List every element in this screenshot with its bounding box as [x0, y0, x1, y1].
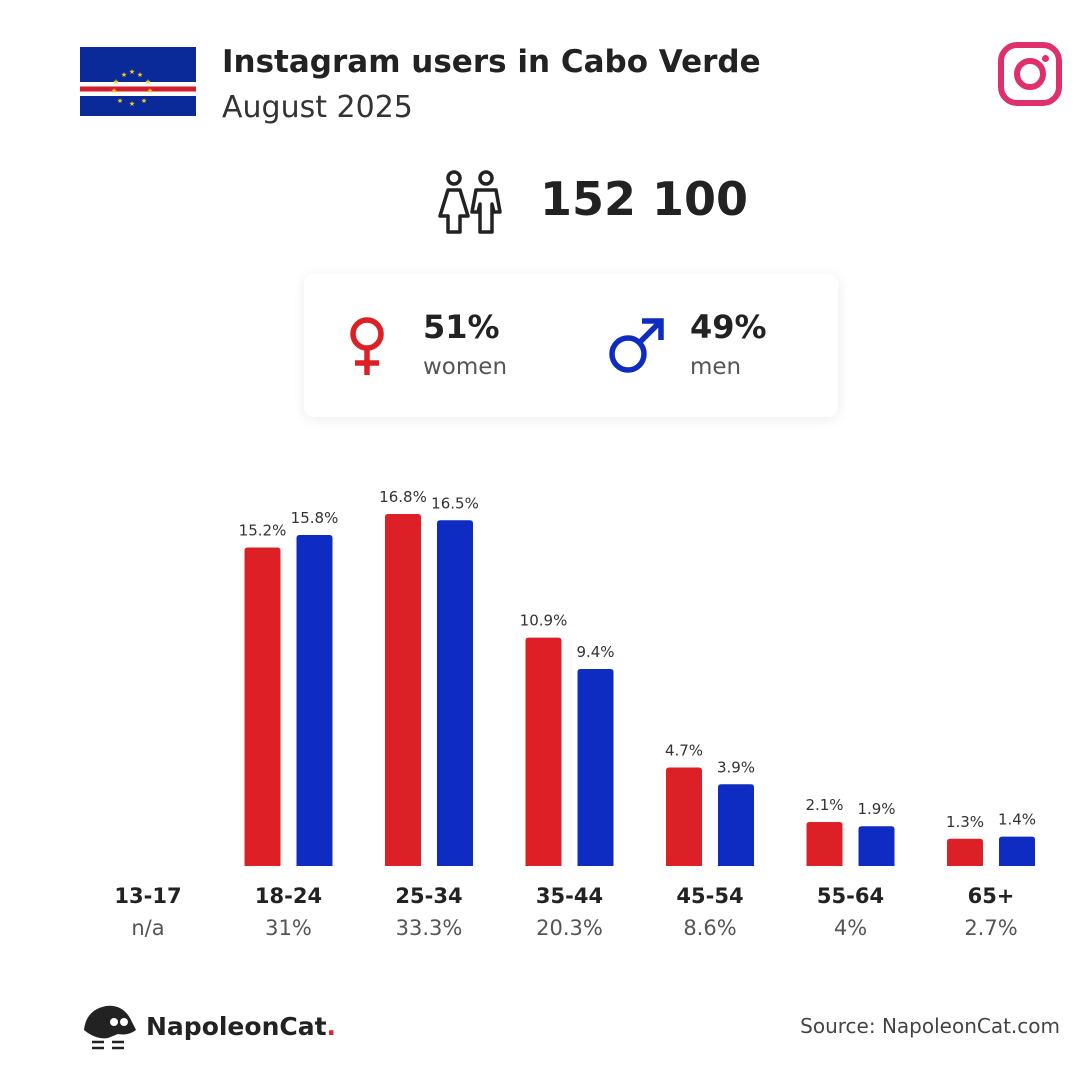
svg-text:★: ★: [113, 78, 119, 86]
bar-men-65+: [999, 836, 1035, 866]
age-group: 25-34 33.3%: [359, 884, 499, 940]
age-group: 45-54 8.6%: [640, 884, 780, 940]
age-group-total: 4%: [833, 916, 868, 940]
age-group: 55-64 4%: [781, 884, 921, 940]
bar-men-25-34: [437, 520, 473, 866]
age-group-label: 45-54: [676, 884, 744, 908]
bar-label-women-25-34: 16.8%: [379, 488, 427, 506]
bar-women-65+: [947, 838, 983, 866]
bar-women-18-24: [244, 547, 281, 866]
page-subtitle: August 2025: [222, 90, 413, 125]
age-group-total: 33.3%: [395, 916, 463, 940]
age-group-label: 13-17: [114, 884, 182, 908]
svg-text:★: ★: [117, 97, 123, 105]
source-credit: Source: NapoleonCat.com: [800, 1014, 1060, 1038]
bar-men-18-24: [296, 534, 333, 866]
bar-women-45-54: [666, 767, 702, 866]
svg-text:★: ★: [111, 87, 117, 95]
bar-label-men-35-44: 9.4%: [576, 643, 614, 661]
age-group-label: 25-34: [395, 884, 463, 908]
svg-text:★: ★: [129, 68, 135, 76]
svg-text:★: ★: [137, 71, 143, 79]
age-group-label: 18-24: [254, 884, 323, 908]
age-group-total: 2.7%: [964, 916, 1018, 940]
svg-text:★: ★: [129, 100, 135, 108]
age-group-label: 55-64: [816, 884, 885, 908]
men-percent: 49%: [690, 308, 767, 346]
age-group-total: 8.6%: [683, 916, 737, 940]
age-group: 13-17 n/a: [78, 884, 218, 940]
bar-men-55-64: [858, 826, 895, 866]
bar-label-men-18-24: 15.8%: [291, 509, 339, 527]
bar-label-men-25-34: 16.5%: [431, 494, 479, 512]
total-users: 152 100: [540, 172, 749, 226]
age-group: 65+ 2.7%: [921, 884, 1061, 940]
age-group-total: 31%: [265, 916, 312, 940]
bar-label-women-18-24: 15.2%: [239, 522, 287, 540]
cabo-verde-flag: ★ ★ ★ ★ ★ ★ ★ ★ ★ ★: [80, 47, 196, 116]
bar-label-women-35-44: 10.9%: [520, 612, 568, 630]
svg-text:★: ★: [121, 71, 127, 79]
age-group-total: n/a: [131, 916, 165, 940]
svg-text:★: ★: [147, 87, 153, 95]
gender-card: 51% women 49% men: [304, 274, 838, 417]
age-group-total: 20.3%: [536, 916, 603, 940]
bar-women-25-34: [385, 514, 421, 866]
people-icon: [438, 170, 502, 234]
men-label: men: [690, 354, 742, 380]
female-icon: [350, 317, 384, 375]
svg-text:★: ★: [141, 97, 147, 105]
age-group-label: 65+: [967, 884, 1015, 908]
bar-label-women-45-54: 4.7%: [665, 742, 703, 760]
bar-label-men-65+: 1.4%: [998, 811, 1036, 829]
svg-text:★: ★: [145, 78, 151, 86]
bar-label-women-65+: 1.3%: [946, 813, 984, 831]
bar-men-35-44: [577, 669, 614, 866]
napoleoncat-logo: [84, 1005, 136, 1050]
brand: NapoleonCat.: [78, 1000, 336, 1052]
age-group-label: 35-44: [535, 884, 604, 908]
bar-label-women-55-64: 2.1%: [805, 796, 843, 814]
age-gender-bar-chart: 15.2%15.8% 16.8% 16.5% 10.9% 9.4% 4.7% 3.9% 2.1…: [239, 488, 1036, 866]
women-label: women: [423, 354, 508, 380]
bar-men-45-54: [718, 784, 754, 866]
brand-name: NapoleonCat.: [146, 1011, 337, 1041]
age-group: 35-44 20.3%: [500, 884, 640, 940]
age-group: 18-24 31%: [219, 884, 359, 940]
instagram-icon: [998, 42, 1062, 106]
bar-women-35-44: [525, 637, 562, 866]
bar-label-men-55-64: 1.9%: [857, 800, 895, 818]
women-percent: 51%: [423, 308, 500, 346]
page-title: Instagram users in Cabo Verde: [222, 44, 761, 80]
bar-women-55-64: [806, 822, 843, 866]
bar-label-men-45-54: 3.9%: [717, 758, 755, 776]
male-icon: [609, 318, 664, 373]
